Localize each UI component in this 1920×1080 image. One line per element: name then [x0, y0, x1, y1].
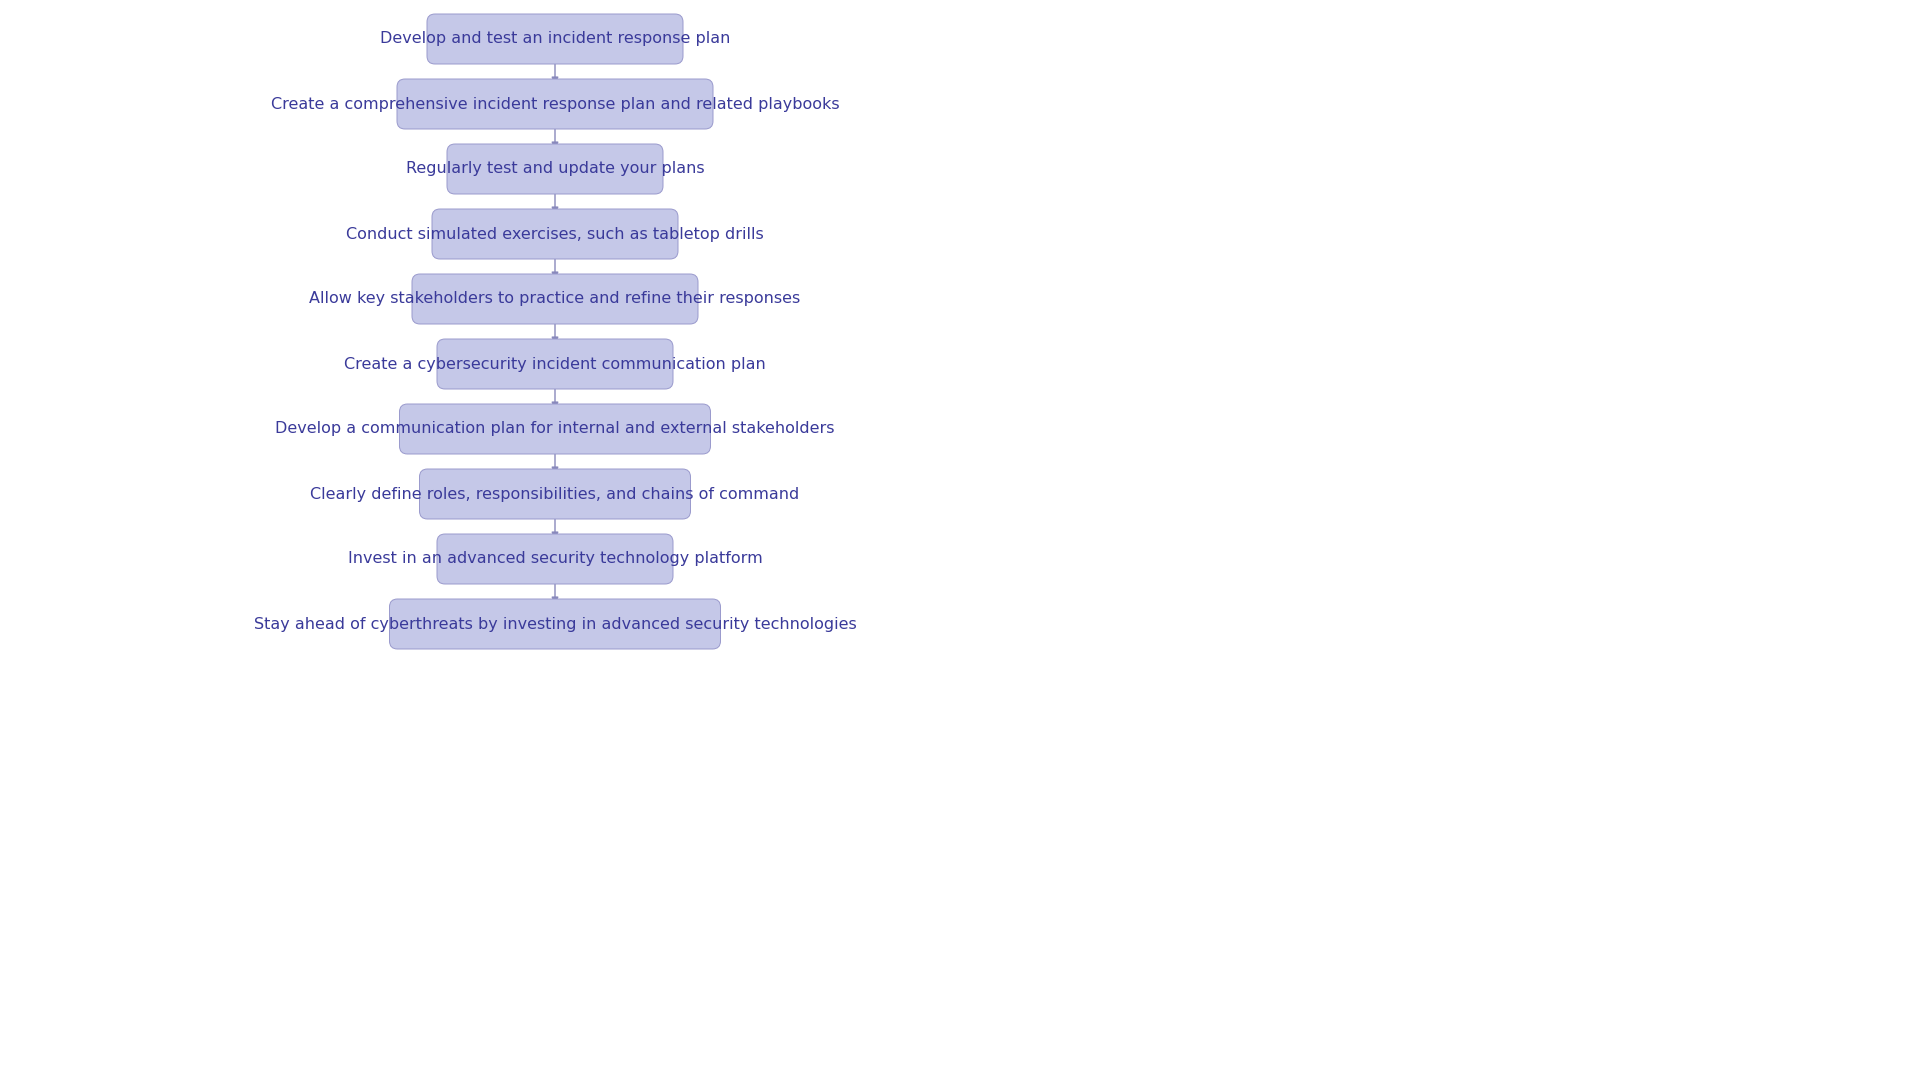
FancyBboxPatch shape	[413, 274, 699, 324]
FancyBboxPatch shape	[397, 79, 712, 129]
Text: Invest in an advanced security technology platform: Invest in an advanced security technolog…	[348, 552, 762, 567]
FancyBboxPatch shape	[438, 339, 674, 389]
Text: Create a comprehensive incident response plan and related playbooks: Create a comprehensive incident response…	[271, 96, 839, 111]
FancyBboxPatch shape	[426, 14, 684, 64]
FancyBboxPatch shape	[419, 469, 691, 519]
Text: Create a cybersecurity incident communication plan: Create a cybersecurity incident communic…	[344, 356, 766, 372]
FancyBboxPatch shape	[432, 210, 678, 259]
FancyBboxPatch shape	[447, 144, 662, 194]
Text: Clearly define roles, responsibilities, and chains of command: Clearly define roles, responsibilities, …	[311, 486, 799, 501]
FancyBboxPatch shape	[390, 599, 720, 649]
Text: Develop and test an incident response plan: Develop and test an incident response pl…	[380, 31, 730, 46]
Text: Conduct simulated exercises, such as tabletop drills: Conduct simulated exercises, such as tab…	[346, 227, 764, 242]
FancyBboxPatch shape	[399, 404, 710, 454]
Text: Stay ahead of cyberthreats by investing in advanced security technologies: Stay ahead of cyberthreats by investing …	[253, 617, 856, 632]
Text: Regularly test and update your plans: Regularly test and update your plans	[405, 162, 705, 176]
Text: Develop a communication plan for internal and external stakeholders: Develop a communication plan for interna…	[275, 421, 835, 436]
Text: Allow key stakeholders to practice and refine their responses: Allow key stakeholders to practice and r…	[309, 292, 801, 307]
FancyBboxPatch shape	[438, 534, 674, 584]
